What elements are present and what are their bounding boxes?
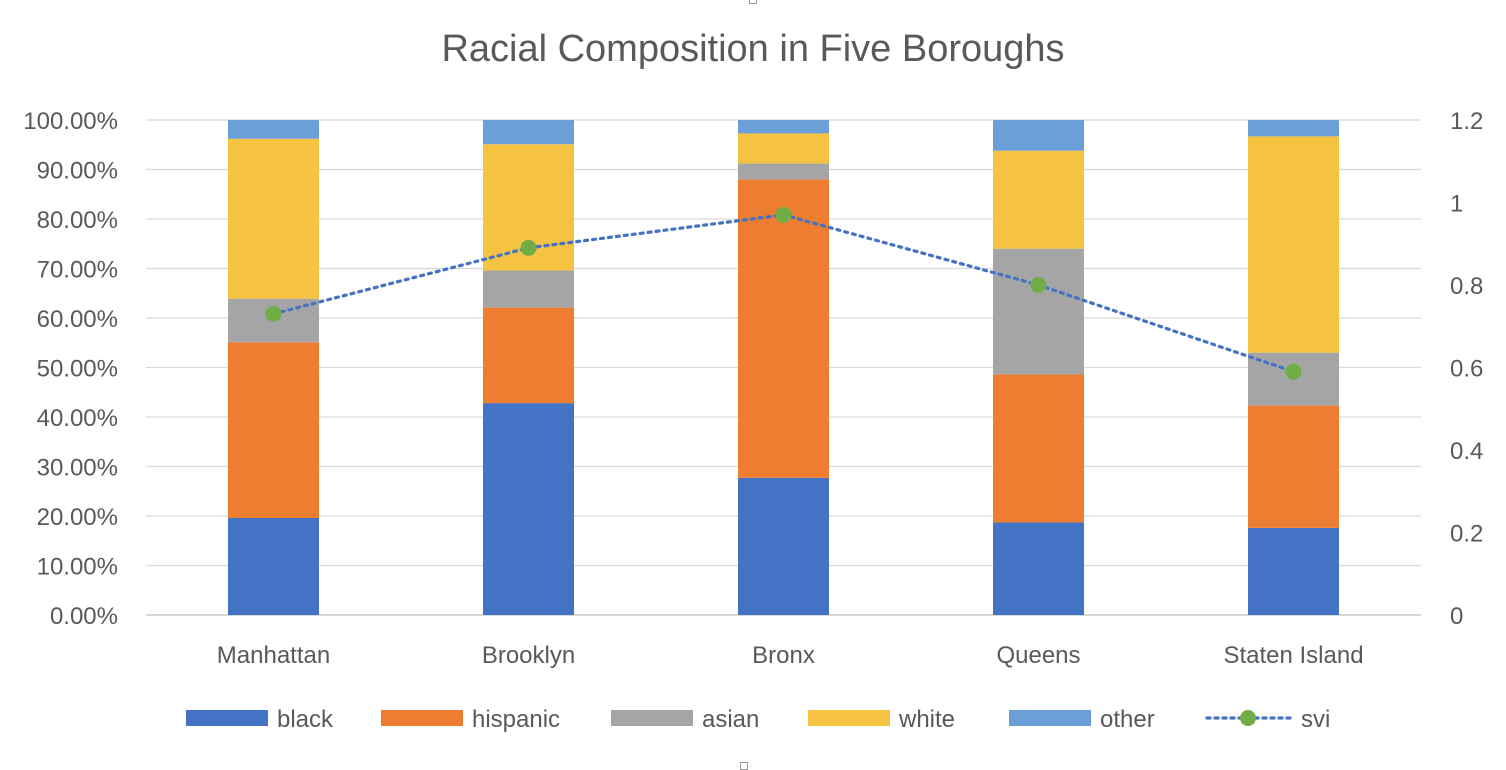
bar-white xyxy=(1248,136,1339,353)
y-tick-label: 10.00% xyxy=(37,554,118,581)
y2-tick-label: 0.2 xyxy=(1450,521,1483,548)
bar-hispanic xyxy=(738,179,829,478)
y-tick-label: 50.00% xyxy=(37,356,118,383)
bar-hispanic xyxy=(993,374,1084,523)
x-tick-label: Brooklyn xyxy=(482,642,575,669)
legend-marker-svi xyxy=(1240,710,1256,726)
bar-other xyxy=(228,120,319,139)
y-tick-label: 80.00% xyxy=(37,207,118,234)
bar-black xyxy=(993,522,1084,615)
bar-black xyxy=(1248,527,1339,615)
legend-label-svi: svi xyxy=(1301,706,1330,733)
y2-tick-label: 0.8 xyxy=(1450,273,1483,300)
bar-hispanic xyxy=(228,342,319,518)
y-tick-label: 0.00% xyxy=(50,603,118,630)
legend-swatch-asian xyxy=(611,710,693,726)
resize-handle-top[interactable] xyxy=(749,0,757,4)
bar-white xyxy=(993,150,1084,249)
chart-title: Racial Composition in Five Boroughs xyxy=(441,28,1065,70)
legend-label-white: white xyxy=(898,706,955,733)
legend-label-black: black xyxy=(277,706,334,733)
y-tick-label: 90.00% xyxy=(37,158,118,185)
bar-black xyxy=(738,477,829,615)
x-tick-label: Queens xyxy=(996,642,1080,669)
bar-asian xyxy=(993,248,1084,375)
resize-handle-bottom[interactable] xyxy=(740,762,748,770)
y-tick-label: 20.00% xyxy=(37,504,118,531)
x-tick-label: Bronx xyxy=(752,642,815,669)
bar-asian xyxy=(738,163,829,180)
legend-swatch-other xyxy=(1009,710,1091,726)
bar-white xyxy=(738,133,829,164)
legend-swatch-white xyxy=(808,710,890,726)
y2-tick-label: 1 xyxy=(1450,191,1463,218)
point-svi xyxy=(1285,363,1302,380)
bar-hispanic xyxy=(1248,405,1339,528)
x-tick-label: Staten Island xyxy=(1223,642,1363,669)
point-svi xyxy=(265,305,282,322)
y-tick-label: 40.00% xyxy=(37,405,118,432)
legend-swatch-hispanic xyxy=(381,710,463,726)
y-tick-label: 30.00% xyxy=(37,455,118,482)
y2-tick-label: 0.6 xyxy=(1450,356,1483,383)
y2-tick-label: 0.4 xyxy=(1450,438,1483,465)
bar-hispanic xyxy=(483,307,574,404)
bar-asian xyxy=(483,270,574,308)
legend-label-asian: asian xyxy=(702,706,759,733)
bar-black xyxy=(483,403,574,615)
point-svi xyxy=(775,206,792,223)
x-tick-label: Manhattan xyxy=(217,642,330,669)
y2-tick-label: 0 xyxy=(1450,603,1463,630)
bar-other xyxy=(738,120,829,134)
y-tick-label: 100.00% xyxy=(23,108,118,135)
point-svi xyxy=(1030,277,1047,293)
legend-label-other: other xyxy=(1100,706,1155,733)
bar-white xyxy=(228,138,319,299)
bar-other xyxy=(1248,120,1339,137)
y-tick-label: 70.00% xyxy=(37,257,118,284)
point-svi xyxy=(520,239,537,256)
bar-other xyxy=(993,120,1084,151)
legend-label-hispanic: hispanic xyxy=(472,706,560,733)
bar-other xyxy=(483,120,574,145)
bar-black xyxy=(228,517,319,615)
y2-tick-label: 1.2 xyxy=(1450,108,1483,135)
y-tick-label: 60.00% xyxy=(37,306,118,333)
legend-swatch-black xyxy=(186,710,268,726)
